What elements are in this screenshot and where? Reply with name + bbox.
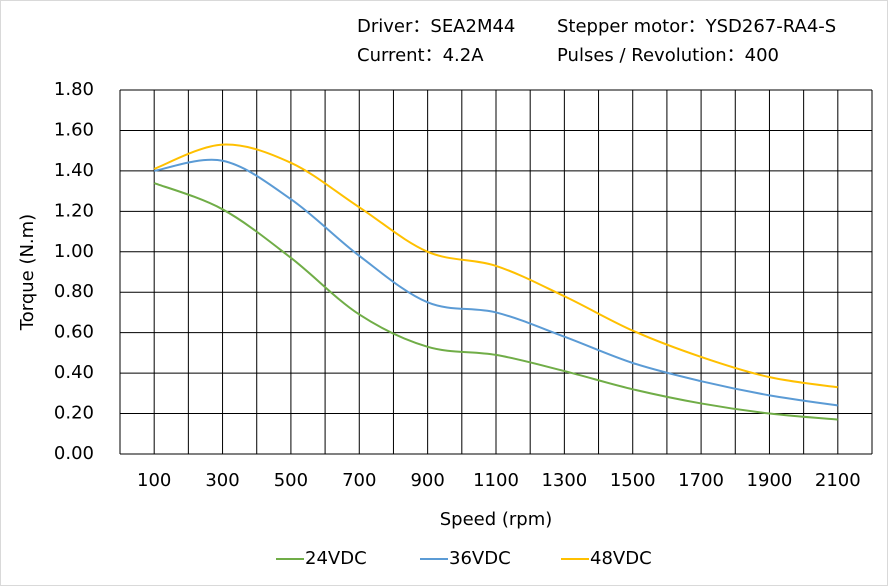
x-tick-label: 1300 <box>541 470 587 491</box>
x-tick-label: 1900 <box>747 470 793 491</box>
y-tick-label: 0.20 <box>54 403 94 424</box>
series-line <box>154 158 838 407</box>
x-tick-label: 1700 <box>678 470 724 491</box>
annotation: Pulses / Revolution：400 <box>557 45 779 66</box>
annotation: Current：4.2A <box>357 45 484 66</box>
y-axis-label: Torque (N.m) <box>17 214 38 331</box>
series-line <box>153 143 838 389</box>
y-tick-label: 1.00 <box>54 241 94 262</box>
y-tick-label: 0.60 <box>54 322 94 343</box>
y-tick-label: 0.00 <box>54 443 94 464</box>
y-tick-label: 0.80 <box>54 281 94 302</box>
x-tick-label: 1100 <box>473 470 519 491</box>
legend-label: 36VDC <box>449 548 511 569</box>
series-line <box>153 182 838 421</box>
x-tick-label: 700 <box>342 470 376 491</box>
x-tick-label: 100 <box>137 470 171 491</box>
x-tick-label: 2100 <box>815 470 861 491</box>
x-tick-label: 1500 <box>610 470 656 491</box>
y-tick-label: 1.20 <box>54 200 94 221</box>
x-tick-label: 500 <box>274 470 308 491</box>
legend-label: 48VDC <box>590 548 652 569</box>
y-tick-label: 1.60 <box>54 119 94 140</box>
legend-label: 24VDC <box>305 548 367 569</box>
x-tick-label: 300 <box>205 470 239 491</box>
annotation: Stepper motor：YSD267-RA4-S <box>557 16 836 37</box>
x-axis-label: Speed (rpm) <box>440 509 553 530</box>
y-tick-label: 0.40 <box>54 362 94 383</box>
y-tick-label: 1.40 <box>54 160 94 181</box>
annotation: Driver：SEA2M44 <box>357 16 515 37</box>
x-tick-label: 900 <box>410 470 444 491</box>
y-tick-label: 1.80 <box>54 79 94 100</box>
